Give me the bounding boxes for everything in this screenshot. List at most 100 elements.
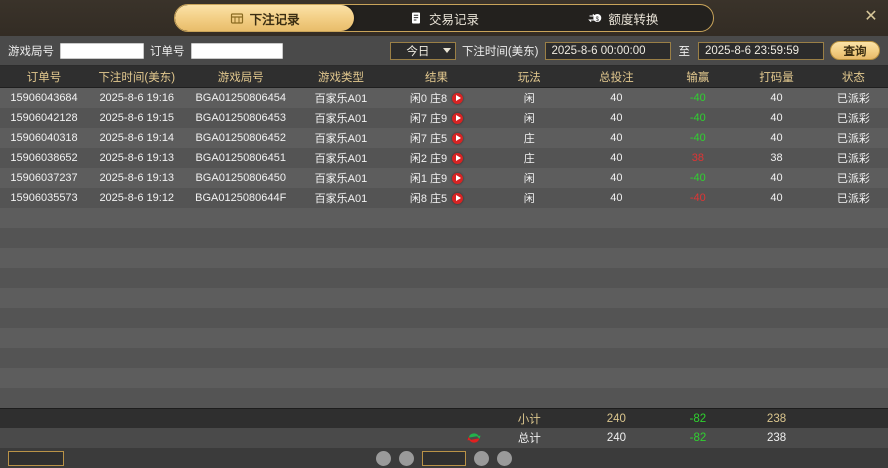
credit-transfer-icon: $ (588, 11, 602, 25)
page-size-select[interactable] (8, 451, 64, 466)
cell-win-loss: -40 (689, 192, 706, 204)
table-row-empty (0, 228, 888, 248)
total-win-loss: -82 (689, 432, 707, 444)
table-row-empty (0, 368, 888, 388)
play-icon[interactable] (452, 172, 464, 184)
column-header-total-bet: 总投注 (599, 71, 634, 84)
table-row[interactable]: 15906042128 2025-8-6 19:15 BGA01250806453 百… (0, 108, 888, 128)
tab-transaction-record-label: 交易记录 (428, 12, 479, 27)
date-range-separator: 至 (678, 45, 691, 58)
column-header-game-type: 游戏类型 (317, 71, 364, 84)
date-to-value: 2025-8-6 23:59:59 (705, 44, 799, 57)
table-row[interactable]: 15906037237 2025-8-6 19:13 BGA01250806450 百… (0, 168, 888, 188)
column-header-win-loss: 输赢 (686, 71, 710, 84)
page-prev-button[interactable] (399, 451, 414, 466)
table-row[interactable]: 15906035573 2025-8-6 19:12 BGA0125080644F 百… (0, 188, 888, 208)
cell-total-bet: 40 (610, 92, 623, 104)
play-icon[interactable] (452, 152, 464, 164)
tab-bet-record-label: 下注记录 (249, 12, 300, 27)
cell-win-loss: -40 (689, 92, 706, 104)
play-icon[interactable] (452, 92, 464, 104)
table-row[interactable]: 15906038652 2025-8-6 19:13 BGA01250806451 百… (0, 148, 888, 168)
tab-credit-transfer-label: 额度转换 (608, 12, 659, 27)
cell-play: 庄 (523, 153, 535, 165)
cell-game-type: 百家乐A01 (314, 193, 368, 205)
cell-status: 已派彩 (836, 173, 870, 185)
cell-game-type: 百家乐A01 (314, 113, 368, 125)
table-row[interactable]: 15906043684 2025-8-6 19:16 BGA01250806454 百… (0, 88, 888, 108)
result-text: 闲1 庄9 (409, 173, 448, 185)
total-label: 总计 (517, 433, 541, 445)
date-preset-select[interactable]: 今日 (389, 41, 456, 60)
cell-turnover: 40 (770, 92, 783, 104)
cell-game-round: BGA01250806454 (195, 92, 286, 104)
cell-game-round: BGA01250806452 (195, 132, 286, 144)
cell-status: 已派彩 (836, 153, 870, 165)
cell-turnover: 40 (770, 112, 783, 124)
tab-bet-record[interactable]: 下注记录 (175, 5, 355, 31)
total-total-bet: 240 (606, 432, 627, 444)
table-row-empty (0, 248, 888, 268)
game-round-label: 游戏局号 (8, 45, 54, 58)
order-no-input[interactable] (190, 42, 283, 59)
table-row-empty (0, 328, 888, 348)
subtotal-row: 小计 240 -82 238 (0, 408, 888, 428)
table-row-empty (0, 268, 888, 288)
play-icon[interactable] (452, 112, 464, 124)
cell-play: 闲 (523, 173, 535, 185)
svg-text:$: $ (596, 17, 600, 23)
result-text: 闲7 庄9 (409, 113, 448, 125)
date-from-value: 2025-8-6 00:00:00 (551, 44, 646, 57)
table-row[interactable]: 15906040318 2025-8-6 19:14 BGA01250806452 百… (0, 128, 888, 148)
page-next-button[interactable] (474, 451, 489, 466)
play-icon[interactable] (452, 132, 464, 144)
query-button[interactable]: 查询 (830, 41, 880, 60)
cell-turnover: 38 (770, 152, 783, 164)
close-icon[interactable]: ✕ (864, 8, 878, 25)
cell-play: 闲 (523, 193, 535, 205)
pagination-bar (0, 448, 888, 466)
cell-status: 已派彩 (836, 193, 870, 205)
cell-result: 闲2 庄9 (386, 150, 487, 166)
cell-win-loss: -40 (689, 172, 706, 184)
cell-bet-time: 2025-8-6 19:13 (99, 172, 175, 184)
tab-credit-transfer[interactable]: $ 额度转换 (534, 5, 713, 31)
page-last-button[interactable] (497, 451, 512, 466)
page-first-button[interactable] (376, 451, 391, 466)
column-header-order-no: 订单号 (26, 71, 62, 84)
cell-game-round: BGA01250806451 (195, 152, 286, 164)
cell-game-type: 百家乐A01 (314, 93, 368, 105)
table-row-empty (0, 308, 888, 328)
cell-order-no: 15906040318 (10, 132, 78, 144)
cell-game-type: 百家乐A01 (314, 133, 368, 145)
page-number-input[interactable] (422, 451, 466, 466)
result-text: 闲2 庄9 (409, 153, 448, 165)
cell-win-loss: -40 (689, 112, 706, 124)
column-header-bet-time: 下注时间(美东) (98, 71, 176, 84)
window-tab-bar: 下注记录 交易记录 $ 额度转换 ✕ (0, 0, 888, 36)
subtotal-label: 小计 (517, 413, 541, 426)
total-turnover: 238 (766, 432, 787, 444)
cell-play: 闲 (523, 113, 535, 125)
result-text: 闲8 庄5 (409, 193, 448, 205)
date-to-select[interactable]: 2025-8-6 23:59:59 (698, 41, 824, 60)
cell-order-no: 15906042128 (10, 112, 78, 124)
chevron-down-icon (442, 48, 451, 53)
subtotal-win-loss: -82 (689, 412, 707, 425)
cell-status: 已派彩 (836, 93, 870, 105)
date-from-select[interactable]: 2025-8-6 00:00:00 (544, 41, 671, 60)
cell-bet-time: 2025-8-6 19:12 (99, 192, 175, 204)
refresh-icon[interactable] (386, 432, 488, 444)
play-icon[interactable] (452, 192, 464, 204)
tab-transaction-record[interactable]: 交易记录 (354, 5, 533, 31)
game-round-input[interactable] (60, 42, 144, 59)
cell-result: 闲7 庄5 (386, 130, 487, 146)
cell-bet-time: 2025-8-6 19:13 (99, 152, 175, 164)
cell-result: 闲1 庄9 (386, 170, 487, 186)
subtotal-turnover: 238 (766, 412, 787, 425)
cell-turnover: 40 (770, 132, 783, 144)
cell-turnover: 40 (770, 192, 783, 204)
table-row-empty (0, 288, 888, 308)
cell-total-bet: 40 (610, 172, 623, 184)
